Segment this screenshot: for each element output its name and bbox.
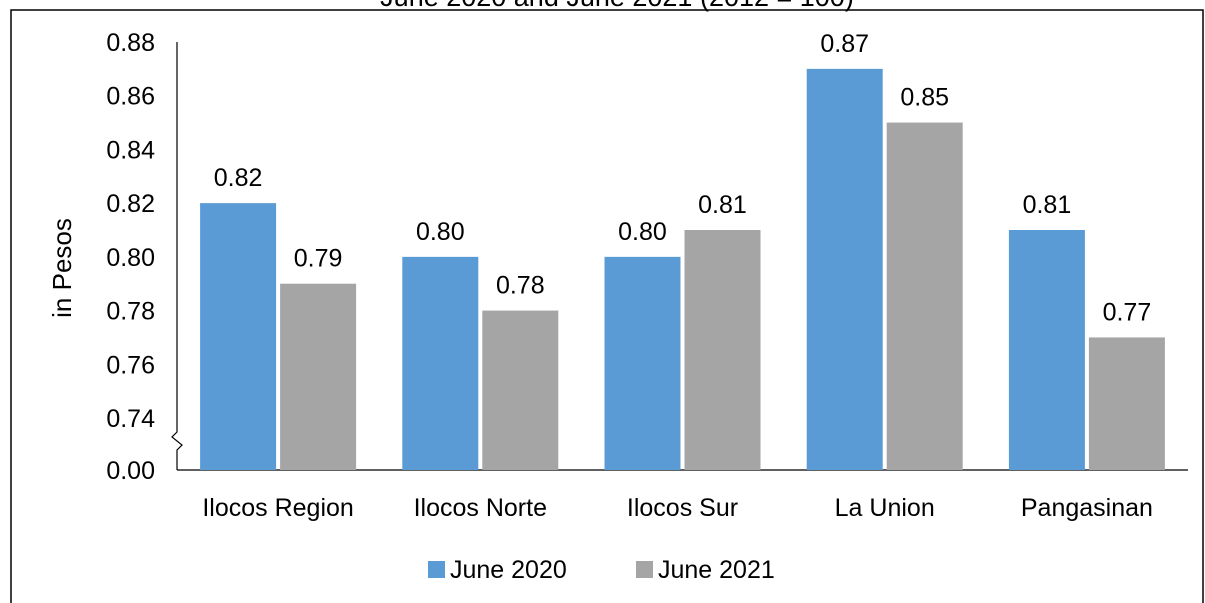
data-label: 0.77	[1103, 298, 1152, 326]
bar	[482, 310, 559, 470]
x-tick-label: Ilocos Sur	[627, 494, 738, 522]
y-axis-line	[171, 42, 183, 470]
bar	[1008, 230, 1085, 470]
data-label: 0.81	[698, 191, 747, 219]
y-tick-label: 0.78	[106, 298, 155, 326]
data-label: 0.78	[496, 272, 545, 300]
bar	[280, 283, 357, 470]
data-label: 0.87	[820, 30, 869, 58]
bar	[1088, 337, 1165, 470]
data-label: 0.82	[214, 164, 263, 192]
y-axis-ticks: 0.88 0.86 0.84 0.82 0.80 0.78 0.76 0.74 0.00	[106, 29, 155, 485]
data-label: 0.79	[294, 245, 343, 273]
legend-label: June 2020	[450, 556, 567, 584]
y-tick-label: 0.00	[106, 457, 155, 485]
bar	[886, 122, 963, 471]
y-axis-label: in Pesos	[47, 218, 77, 318]
x-tick-label: Ilocos Region	[202, 494, 353, 522]
bar	[200, 203, 277, 470]
bars-group	[200, 68, 1165, 471]
data-label: 0.85	[900, 84, 949, 112]
legend: June 2020 June 2021	[428, 556, 775, 584]
data-label: 0.80	[416, 218, 465, 246]
bar	[684, 230, 761, 470]
y-tick-label: 0.76	[106, 351, 155, 379]
bar	[604, 256, 681, 470]
x-tick-label: Pangasinan	[1021, 494, 1153, 522]
bar	[402, 256, 479, 470]
y-tick-label: 0.80	[106, 244, 155, 272]
x-tick-label: La Union	[835, 494, 935, 522]
data-label: 0.81	[1023, 191, 1072, 219]
legend-swatch	[428, 561, 445, 578]
chart-title: June 2020 and June 2021 (2012 = 100)	[380, 0, 854, 12]
data-labels-group: 0.82 0.79 0.80 0.78 0.80 0.81 0.87 0.85 0.81 0.77	[214, 30, 1151, 327]
y-tick-label: 0.88	[106, 29, 155, 57]
x-tick-label: Ilocos Norte	[414, 494, 547, 522]
legend-swatch	[636, 561, 653, 578]
y-tick-label: 0.84	[106, 136, 155, 164]
x-axis-tick-labels: Ilocos Region Ilocos Norte Ilocos Sur La Un…	[202, 494, 1153, 522]
legend-label: June 2021	[658, 556, 775, 584]
data-label: 0.80	[618, 218, 667, 246]
bar	[806, 68, 883, 470]
y-tick-label: 0.74	[106, 405, 155, 433]
y-tick-label: 0.86	[106, 83, 155, 111]
y-tick-label: 0.82	[106, 190, 155, 218]
chart-border	[10, 9, 1204, 603]
